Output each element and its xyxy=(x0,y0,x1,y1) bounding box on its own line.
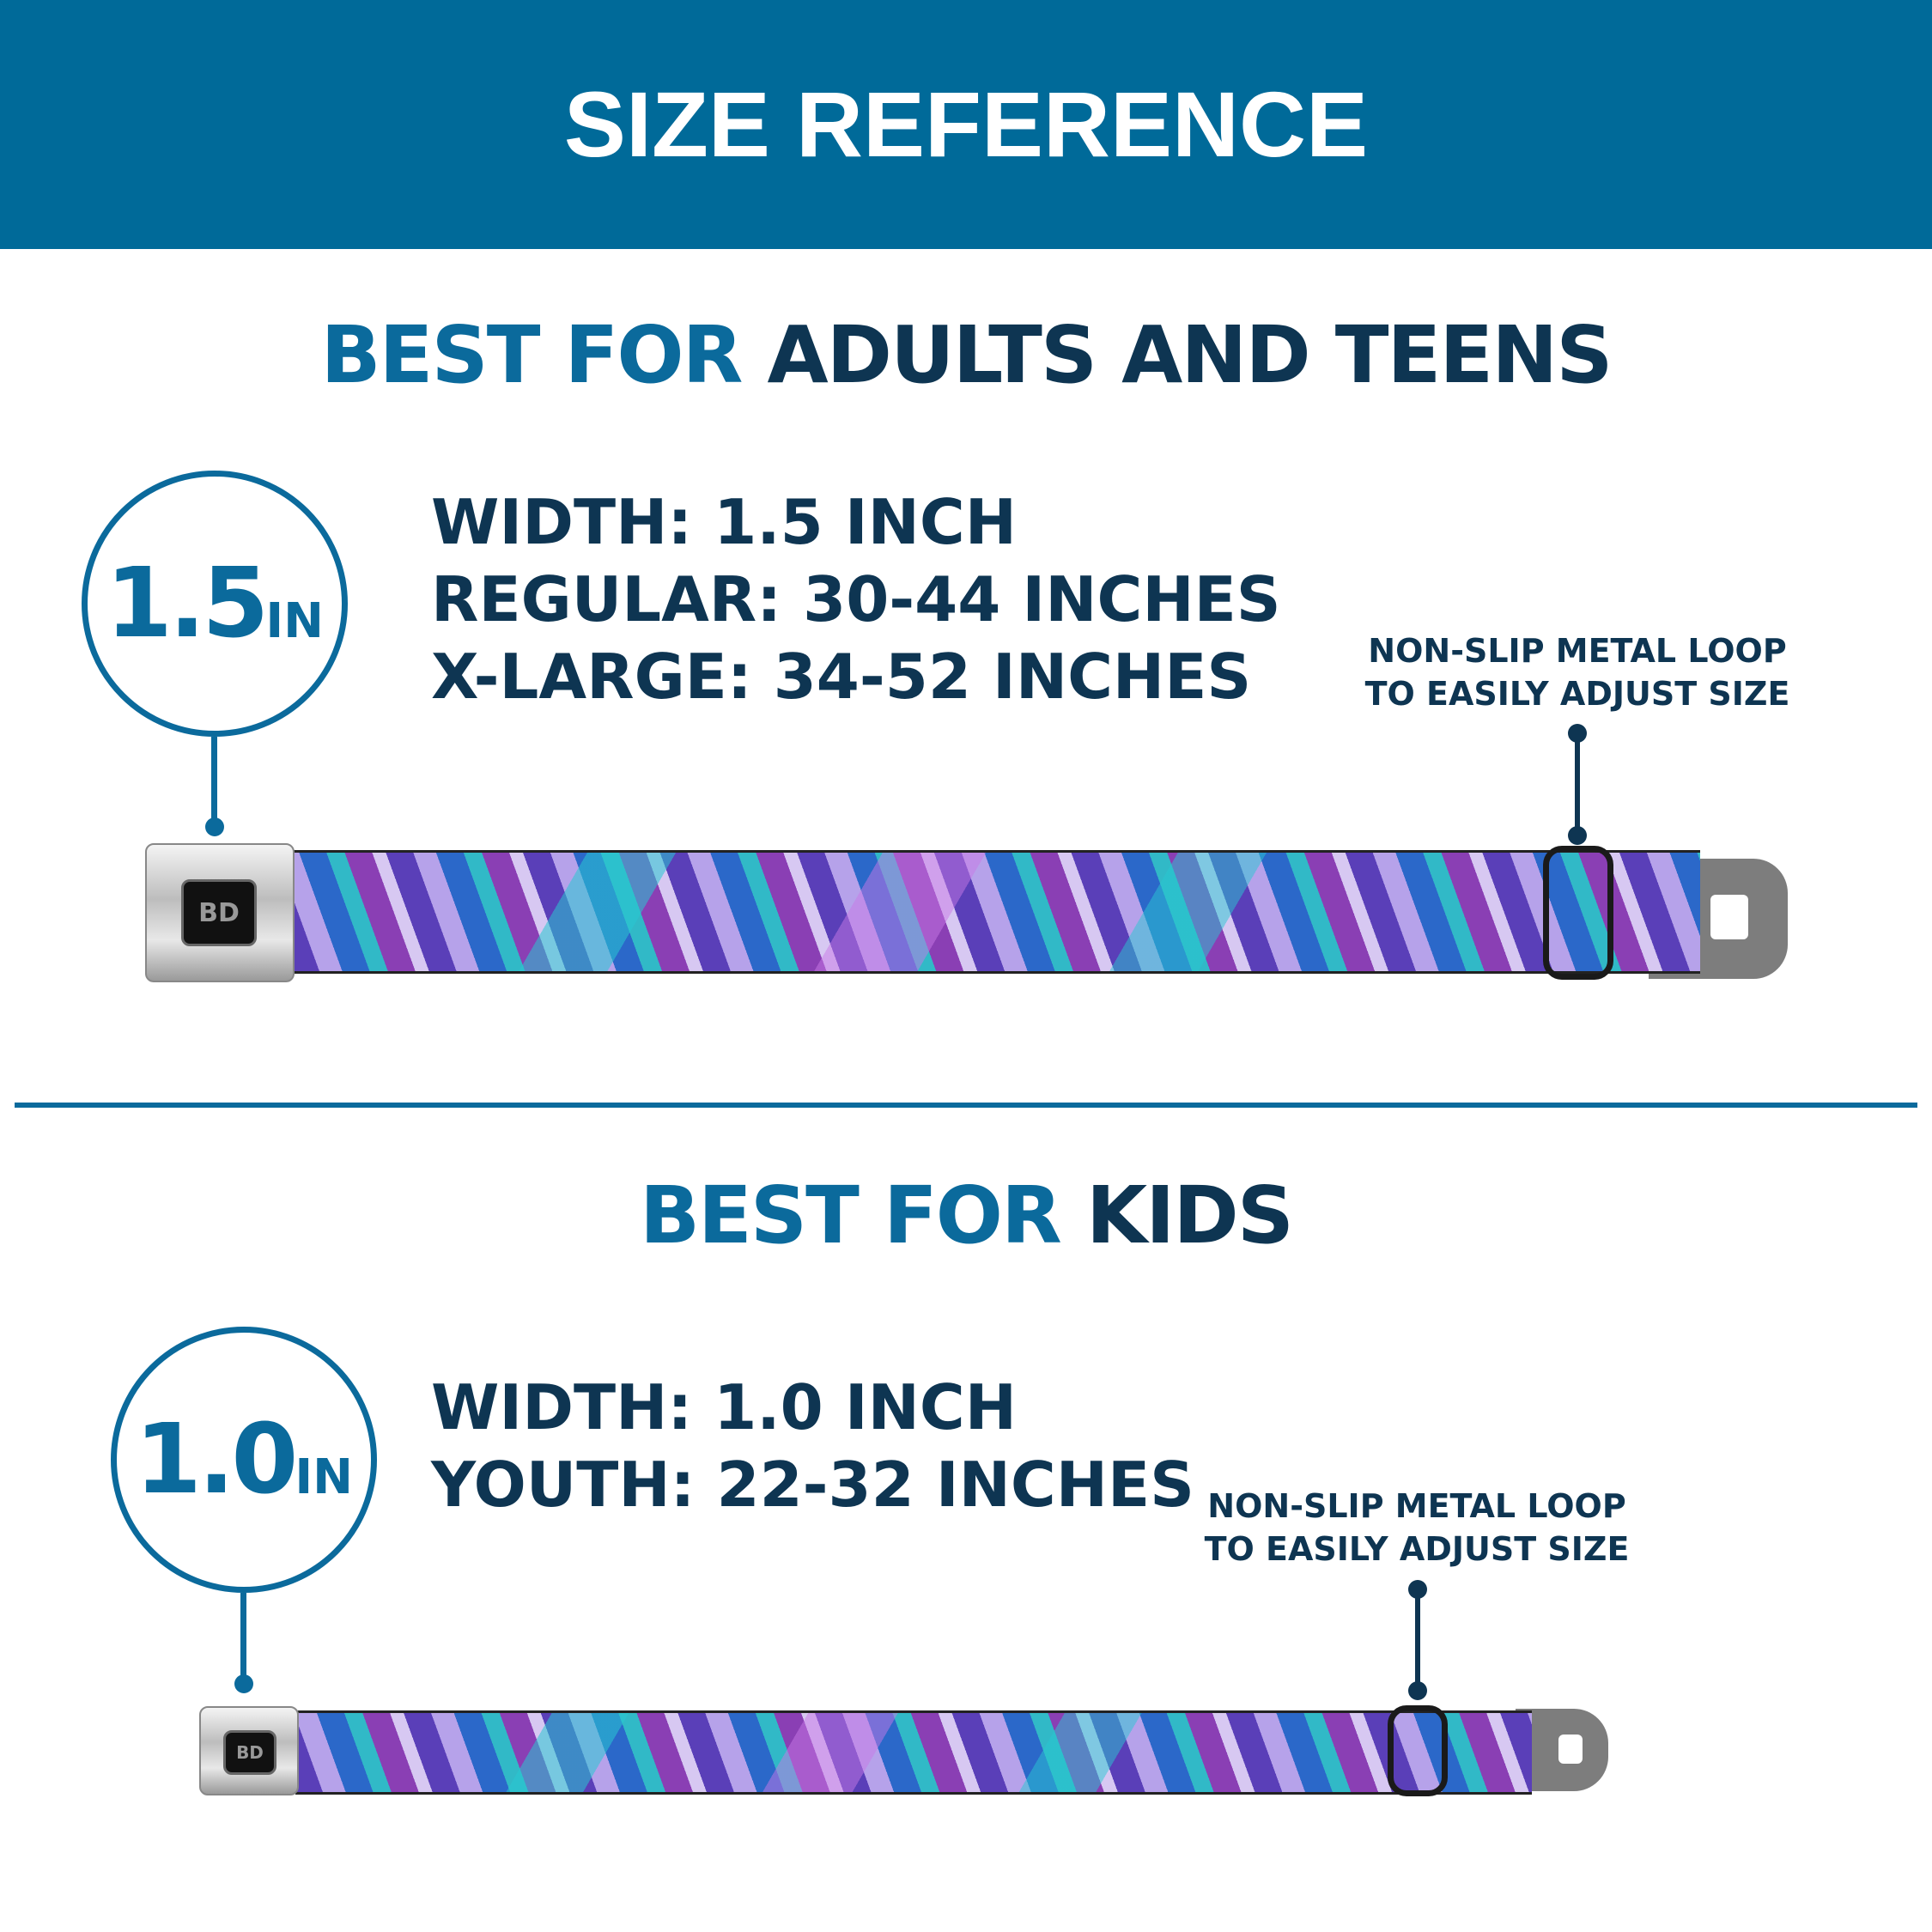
loop-label-line1: NON-SLIP METAL LOOP xyxy=(1368,632,1787,670)
badge-connector xyxy=(211,737,217,823)
badge-connector-dot xyxy=(205,817,224,836)
kids-heading: BEST FOR KIDS xyxy=(0,1170,1932,1261)
loop-label-line2: TO EASILY ADJUST SIZE xyxy=(1204,1530,1630,1568)
spec-xlarge: X-LARGE: 34-52 INCHES xyxy=(431,641,1252,713)
width-badge-adults: 1.5 IN xyxy=(82,471,348,737)
metal-loop-slider xyxy=(1543,846,1613,980)
loop-label-adults: NON-SLIP METAL LOOP TO EASILY ADJUST SIZ… xyxy=(1320,629,1835,715)
seatbelt-buckle: BD xyxy=(199,1706,299,1795)
loop-connector-dot xyxy=(1408,1681,1427,1700)
loop-connector xyxy=(1575,730,1580,835)
crystal-strap xyxy=(292,850,1700,974)
loop-label-kids: NON-SLIP METAL LOOP TO EASILY ADJUST SIZ… xyxy=(1159,1485,1674,1571)
heading-accent: BEST FOR xyxy=(320,309,744,401)
badge-connector xyxy=(240,1593,246,1679)
metal-loop-slider xyxy=(1388,1705,1448,1796)
badge-number: 1.0 xyxy=(134,1404,298,1516)
crystal-strap xyxy=(295,1710,1532,1795)
spec-width: WIDTH: 1.0 INCH xyxy=(431,1371,1017,1443)
adults-specs: WIDTH: 1.5 INCH REGULAR: 30-44 INCHES X-… xyxy=(431,483,1281,715)
adults-heading: BEST FOR ADULTS AND TEENS xyxy=(0,309,1932,401)
page-title: SIZE REFERENCE xyxy=(563,72,1369,176)
spec-youth: YOUTH: 22-32 INCHES xyxy=(431,1449,1194,1521)
loop-label-line2: TO EASILY ADJUST SIZE xyxy=(1364,675,1790,713)
header-banner xyxy=(0,0,1932,249)
badge-unit: IN xyxy=(295,1449,354,1505)
heading-main: KIDS xyxy=(1085,1170,1294,1261)
heading-accent: BEST FOR xyxy=(639,1170,1062,1261)
loop-connector xyxy=(1415,1587,1420,1690)
badge-connector-dot xyxy=(234,1674,253,1693)
buckle-logo: BD xyxy=(223,1730,276,1775)
seatbelt-buckle: BD xyxy=(145,843,295,982)
spec-regular: REGULAR: 30-44 INCHES xyxy=(431,563,1281,635)
spec-width: WIDTH: 1.5 INCH xyxy=(431,486,1017,558)
loop-connector-dot xyxy=(1568,826,1587,845)
badge-number: 1.5 xyxy=(105,548,269,659)
heading-main: ADULTS AND TEENS xyxy=(767,309,1613,401)
buckle-logo: BD xyxy=(181,879,257,946)
kids-specs: WIDTH: 1.0 INCH YOUTH: 22-32 INCHES xyxy=(431,1369,1194,1523)
width-badge-kids: 1.0 IN xyxy=(111,1327,377,1593)
badge-unit: IN xyxy=(265,592,325,649)
loop-label-line1: NON-SLIP METAL LOOP xyxy=(1207,1487,1626,1525)
section-divider xyxy=(15,1103,1917,1108)
